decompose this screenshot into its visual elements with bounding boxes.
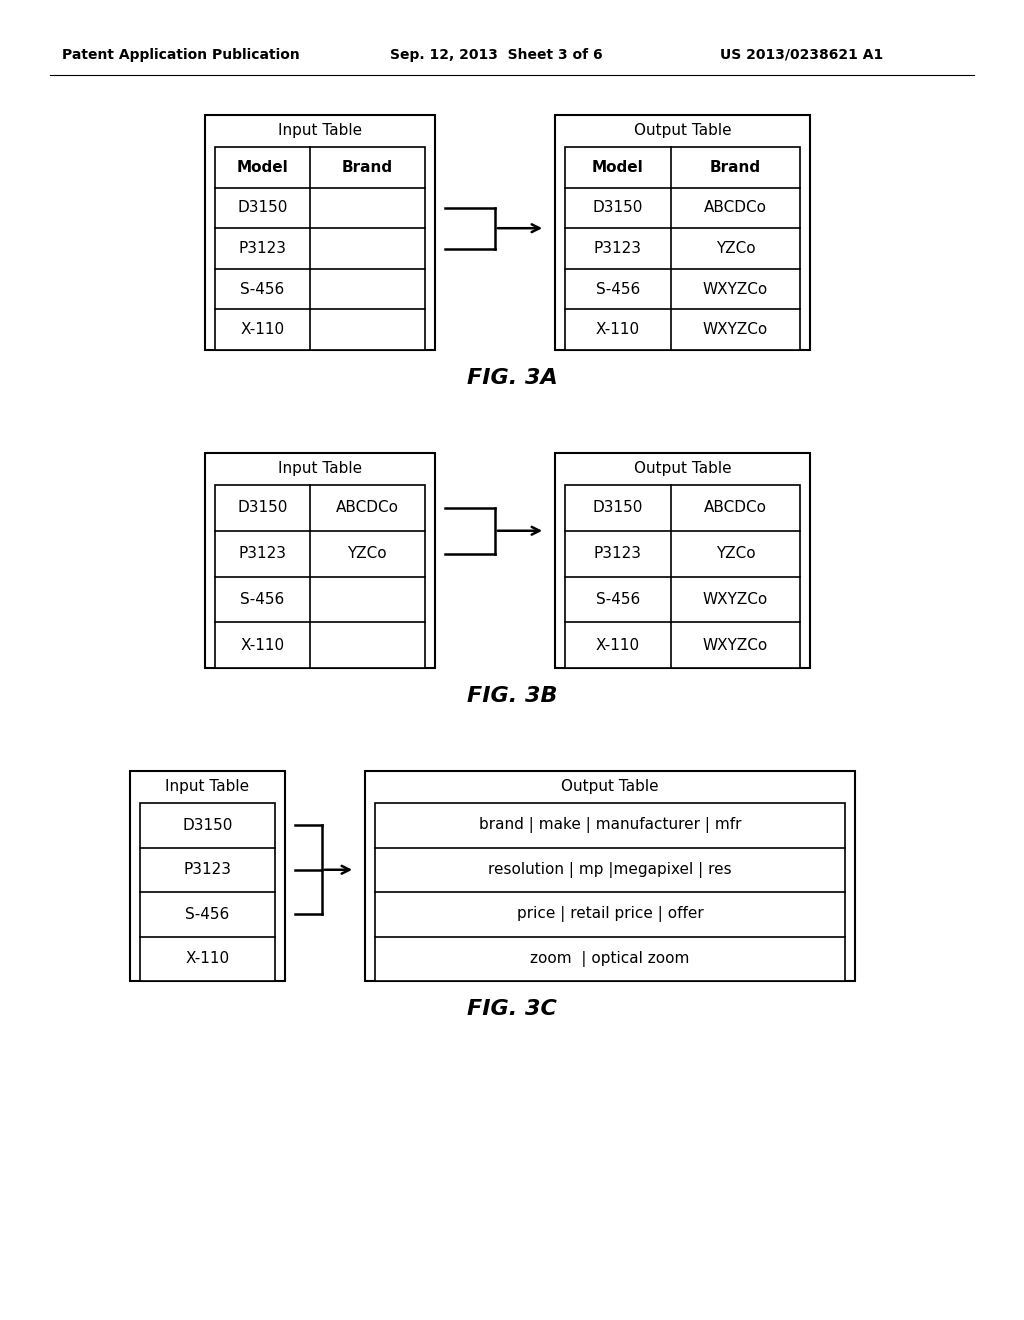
Text: Sep. 12, 2013  Sheet 3 of 6: Sep. 12, 2013 Sheet 3 of 6 [390,48,603,62]
Text: S-456: S-456 [240,591,285,607]
Text: WXYZCo: WXYZCo [702,638,768,652]
Text: P3123: P3123 [239,242,287,256]
Text: Patent Application Publication: Patent Application Publication [62,48,300,62]
Text: Input Table: Input Table [166,780,250,795]
Bar [140,803,275,981]
Text: YZCo: YZCo [716,546,755,561]
Bar [205,115,435,350]
Text: ABCDCo: ABCDCo [703,500,767,515]
Text: WXYZCo: WXYZCo [702,281,768,297]
Text: Input Table: Input Table [278,462,362,477]
Text: resolution | mp |megapixel | res: resolution | mp |megapixel | res [488,862,732,878]
Text: D3150: D3150 [238,201,288,215]
Bar [205,453,435,668]
Text: price | retail price | offer: price | retail price | offer [517,907,703,923]
Text: WXYZCo: WXYZCo [702,591,768,607]
Text: D3150: D3150 [182,818,232,833]
Text: YZCo: YZCo [347,546,387,561]
Text: X-110: X-110 [241,638,285,652]
Bar [130,771,285,981]
Text: S-456: S-456 [596,591,640,607]
Bar [565,484,800,668]
Text: Input Table: Input Table [278,124,362,139]
Text: Brand: Brand [710,160,761,174]
Text: D3150: D3150 [593,500,643,515]
Text: Output Table: Output Table [561,780,658,795]
Bar [215,484,425,668]
Text: P3123: P3123 [594,242,642,256]
Text: P3123: P3123 [183,862,231,878]
Text: S-456: S-456 [596,281,640,297]
Text: Brand: Brand [342,160,393,174]
Text: X-110: X-110 [596,638,640,652]
Text: zoom  | optical zoom: zoom | optical zoom [530,950,690,966]
Bar [365,771,855,981]
Text: ABCDCo: ABCDCo [336,500,398,515]
Text: X-110: X-110 [185,952,229,966]
Text: Model: Model [237,160,288,174]
Bar [215,147,425,350]
Text: ABCDCo: ABCDCo [703,201,767,215]
Text: YZCo: YZCo [716,242,755,256]
Text: FIG. 3C: FIG. 3C [467,999,557,1019]
Text: Output Table: Output Table [634,462,731,477]
Text: D3150: D3150 [593,201,643,215]
Bar [565,147,800,350]
Text: X-110: X-110 [241,322,285,337]
Text: US 2013/0238621 A1: US 2013/0238621 A1 [720,48,884,62]
Text: D3150: D3150 [238,500,288,515]
Bar [375,803,845,981]
Text: X-110: X-110 [596,322,640,337]
Text: FIG. 3A: FIG. 3A [467,368,557,388]
Text: brand | make | manufacturer | mfr: brand | make | manufacturer | mfr [479,817,741,833]
Bar [555,115,810,350]
Text: P3123: P3123 [239,546,287,561]
Text: Model: Model [592,160,644,174]
Text: S-456: S-456 [185,907,229,921]
Bar [555,453,810,668]
Text: FIG. 3B: FIG. 3B [467,686,557,706]
Text: S-456: S-456 [240,281,285,297]
Text: P3123: P3123 [594,546,642,561]
Text: Output Table: Output Table [634,124,731,139]
Text: WXYZCo: WXYZCo [702,322,768,337]
